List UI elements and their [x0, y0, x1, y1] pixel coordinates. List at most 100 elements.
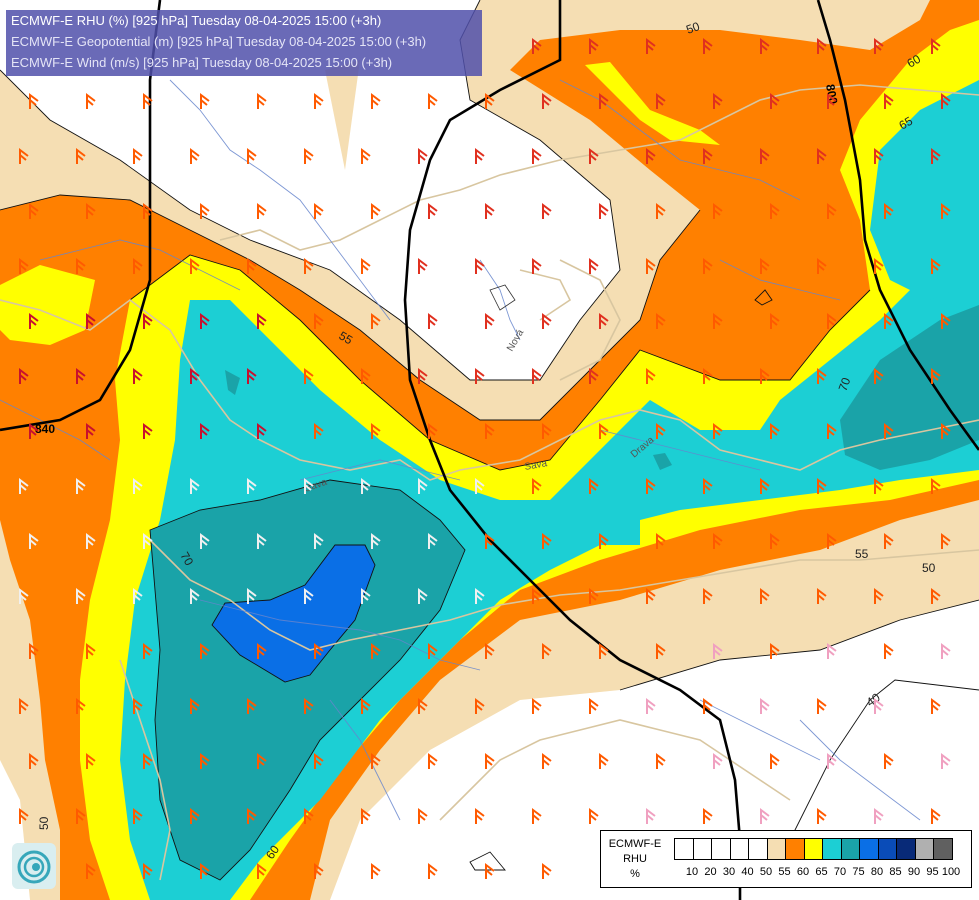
wind-barb: [941, 753, 951, 769]
wind-barb: [599, 313, 609, 329]
wind-barb: [931, 148, 941, 164]
wind-barb: [133, 368, 143, 384]
wind-barb: [589, 698, 599, 714]
wind-barb: [361, 808, 371, 824]
wind-barb: [817, 698, 827, 714]
wind-barb: [817, 258, 827, 274]
wind-barb: [190, 148, 200, 164]
wind-barb: [770, 533, 780, 549]
legend-swatch: [896, 838, 916, 860]
wind-barb: [143, 203, 153, 219]
wind-barb: [931, 808, 941, 824]
wind-barb: [874, 808, 884, 824]
wind-barb: [257, 93, 267, 109]
wind-barb: [86, 423, 96, 439]
wind-barb: [646, 38, 656, 54]
wind-barb: [314, 423, 324, 439]
wind-barb: [874, 368, 884, 384]
wind-barb: [143, 863, 153, 879]
wind-title: ECMWF-E Wind (m/s) [925 hPa] Tuesday 08-…: [11, 55, 393, 70]
wind-barb: [656, 423, 666, 439]
wind-barb: [941, 643, 951, 659]
wind-barb: [485, 533, 495, 549]
wind-barb: [599, 203, 609, 219]
wind-barb: [190, 588, 200, 604]
wind-barb: [931, 258, 941, 274]
river-label: Sava: [524, 458, 549, 473]
rhu-contour-label: 60: [905, 52, 924, 71]
wind-barb: [542, 313, 552, 329]
wind-barb: [827, 643, 837, 659]
legend-tick-label: 55: [778, 866, 791, 878]
wind-barb: [247, 258, 257, 274]
wind-barb: [713, 533, 723, 549]
legend-swatch: [859, 838, 879, 860]
legend-tick-label: 85: [889, 866, 902, 878]
wind-barb: [86, 533, 96, 549]
wind-barb: [941, 93, 951, 109]
wind-barb: [361, 148, 371, 164]
wind-barb: [247, 808, 257, 824]
wind-barb: [485, 643, 495, 659]
wind-barb: [656, 313, 666, 329]
wind-barb: [371, 203, 381, 219]
wind-barb: [19, 588, 29, 604]
wind-barb: [190, 698, 200, 714]
wind-barb: [485, 863, 495, 879]
contour-labels: 50 60 65 55 55 70 70 50 40 50 60 800 840: [35, 19, 936, 862]
wind-barb: [19, 258, 29, 274]
legend-tick-label: 30: [722, 866, 736, 878]
wind-barb: [703, 698, 713, 714]
rhu-contour-label: 70: [177, 550, 196, 569]
wind-barb: [532, 368, 542, 384]
wind-barb: [418, 808, 428, 824]
legend-tick-label: 100: [941, 866, 961, 878]
wind-barb: [884, 643, 894, 659]
wind-barb: [589, 258, 599, 274]
wind-barb: [713, 93, 723, 109]
rhu-contour-label: 65: [897, 114, 916, 133]
wind-barb: [76, 588, 86, 604]
wind-barb: [76, 478, 86, 494]
legend-swatch: [748, 838, 768, 860]
wind-barb: [827, 93, 837, 109]
wind-barb: [475, 808, 485, 824]
legend-swatch: [822, 838, 842, 860]
wind-barb: [542, 93, 552, 109]
wind-barb: [361, 698, 371, 714]
wind-barb: [760, 478, 770, 494]
country-borders: [0, 84, 979, 881]
wind-barb: [314, 93, 324, 109]
wind-barb: [475, 588, 485, 604]
legend-swatch: [692, 838, 712, 860]
wind-barb: [760, 258, 770, 274]
wind-barb: [532, 148, 542, 164]
wind-barb: [703, 258, 713, 274]
wind-barb: [542, 753, 552, 769]
wind-barb: [827, 423, 837, 439]
wind-barb: [703, 588, 713, 604]
wind-barb: [19, 368, 29, 384]
legend-tick-label: 90: [907, 866, 921, 878]
legend-tick-label: 40: [741, 866, 754, 878]
wind-barb: [884, 753, 894, 769]
wind-barb: [143, 313, 153, 329]
wind-barb: [941, 533, 951, 549]
wind-barb: [143, 93, 153, 109]
wind-barb: [76, 808, 86, 824]
wind-barb: [817, 38, 827, 54]
wind-barb: [703, 148, 713, 164]
rhu-title: ECMWF-E RHU (%) [925 hPa] Tuesday 08-04-…: [11, 13, 382, 28]
wind-barb: [589, 588, 599, 604]
wind-barb: [931, 38, 941, 54]
wind-barb: [884, 203, 894, 219]
wind-barb: [418, 368, 428, 384]
wind-barb: [371, 533, 381, 549]
map-header: ECMWF-E RHU (%) [925 hPa] Tuesday 08-04-…: [6, 10, 482, 76]
wind-barb: [200, 203, 210, 219]
wind-barb: [713, 423, 723, 439]
wind-barb: [361, 368, 371, 384]
wind-barb: [827, 203, 837, 219]
wind-barb: [247, 698, 257, 714]
